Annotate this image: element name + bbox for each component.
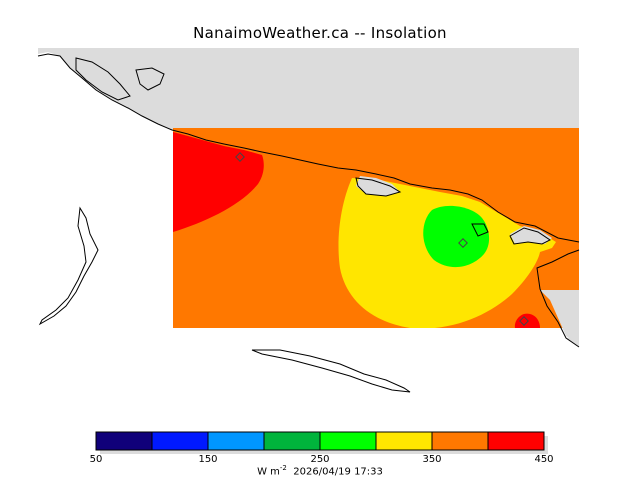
coastlines <box>37 53 580 393</box>
colorbar-swatch <box>207 431 265 451</box>
land-mainland <box>38 48 579 347</box>
colorbar-swatch <box>375 431 433 451</box>
colorbar-swatch <box>95 431 153 451</box>
shade-red-northwest <box>173 132 264 232</box>
station-marker-southeast <box>519 316 529 326</box>
station-marker-nanaimo <box>458 238 468 248</box>
land-river-spit <box>356 176 400 196</box>
mask-below-shading <box>173 328 579 338</box>
map-title: NanaimoWeather.ca -- Insolation <box>193 24 447 42</box>
colorbar-swatch <box>263 431 321 451</box>
shade-green-patch <box>423 205 490 268</box>
colorbar-swatch <box>487 431 545 451</box>
colorbar-swatch <box>319 431 377 451</box>
station-marker-northwest <box>235 152 245 162</box>
colorbar-swatch <box>431 431 489 451</box>
land-southeast-corner <box>540 290 579 346</box>
colorbar <box>95 431 548 454</box>
colorbar-swatch <box>151 431 209 451</box>
